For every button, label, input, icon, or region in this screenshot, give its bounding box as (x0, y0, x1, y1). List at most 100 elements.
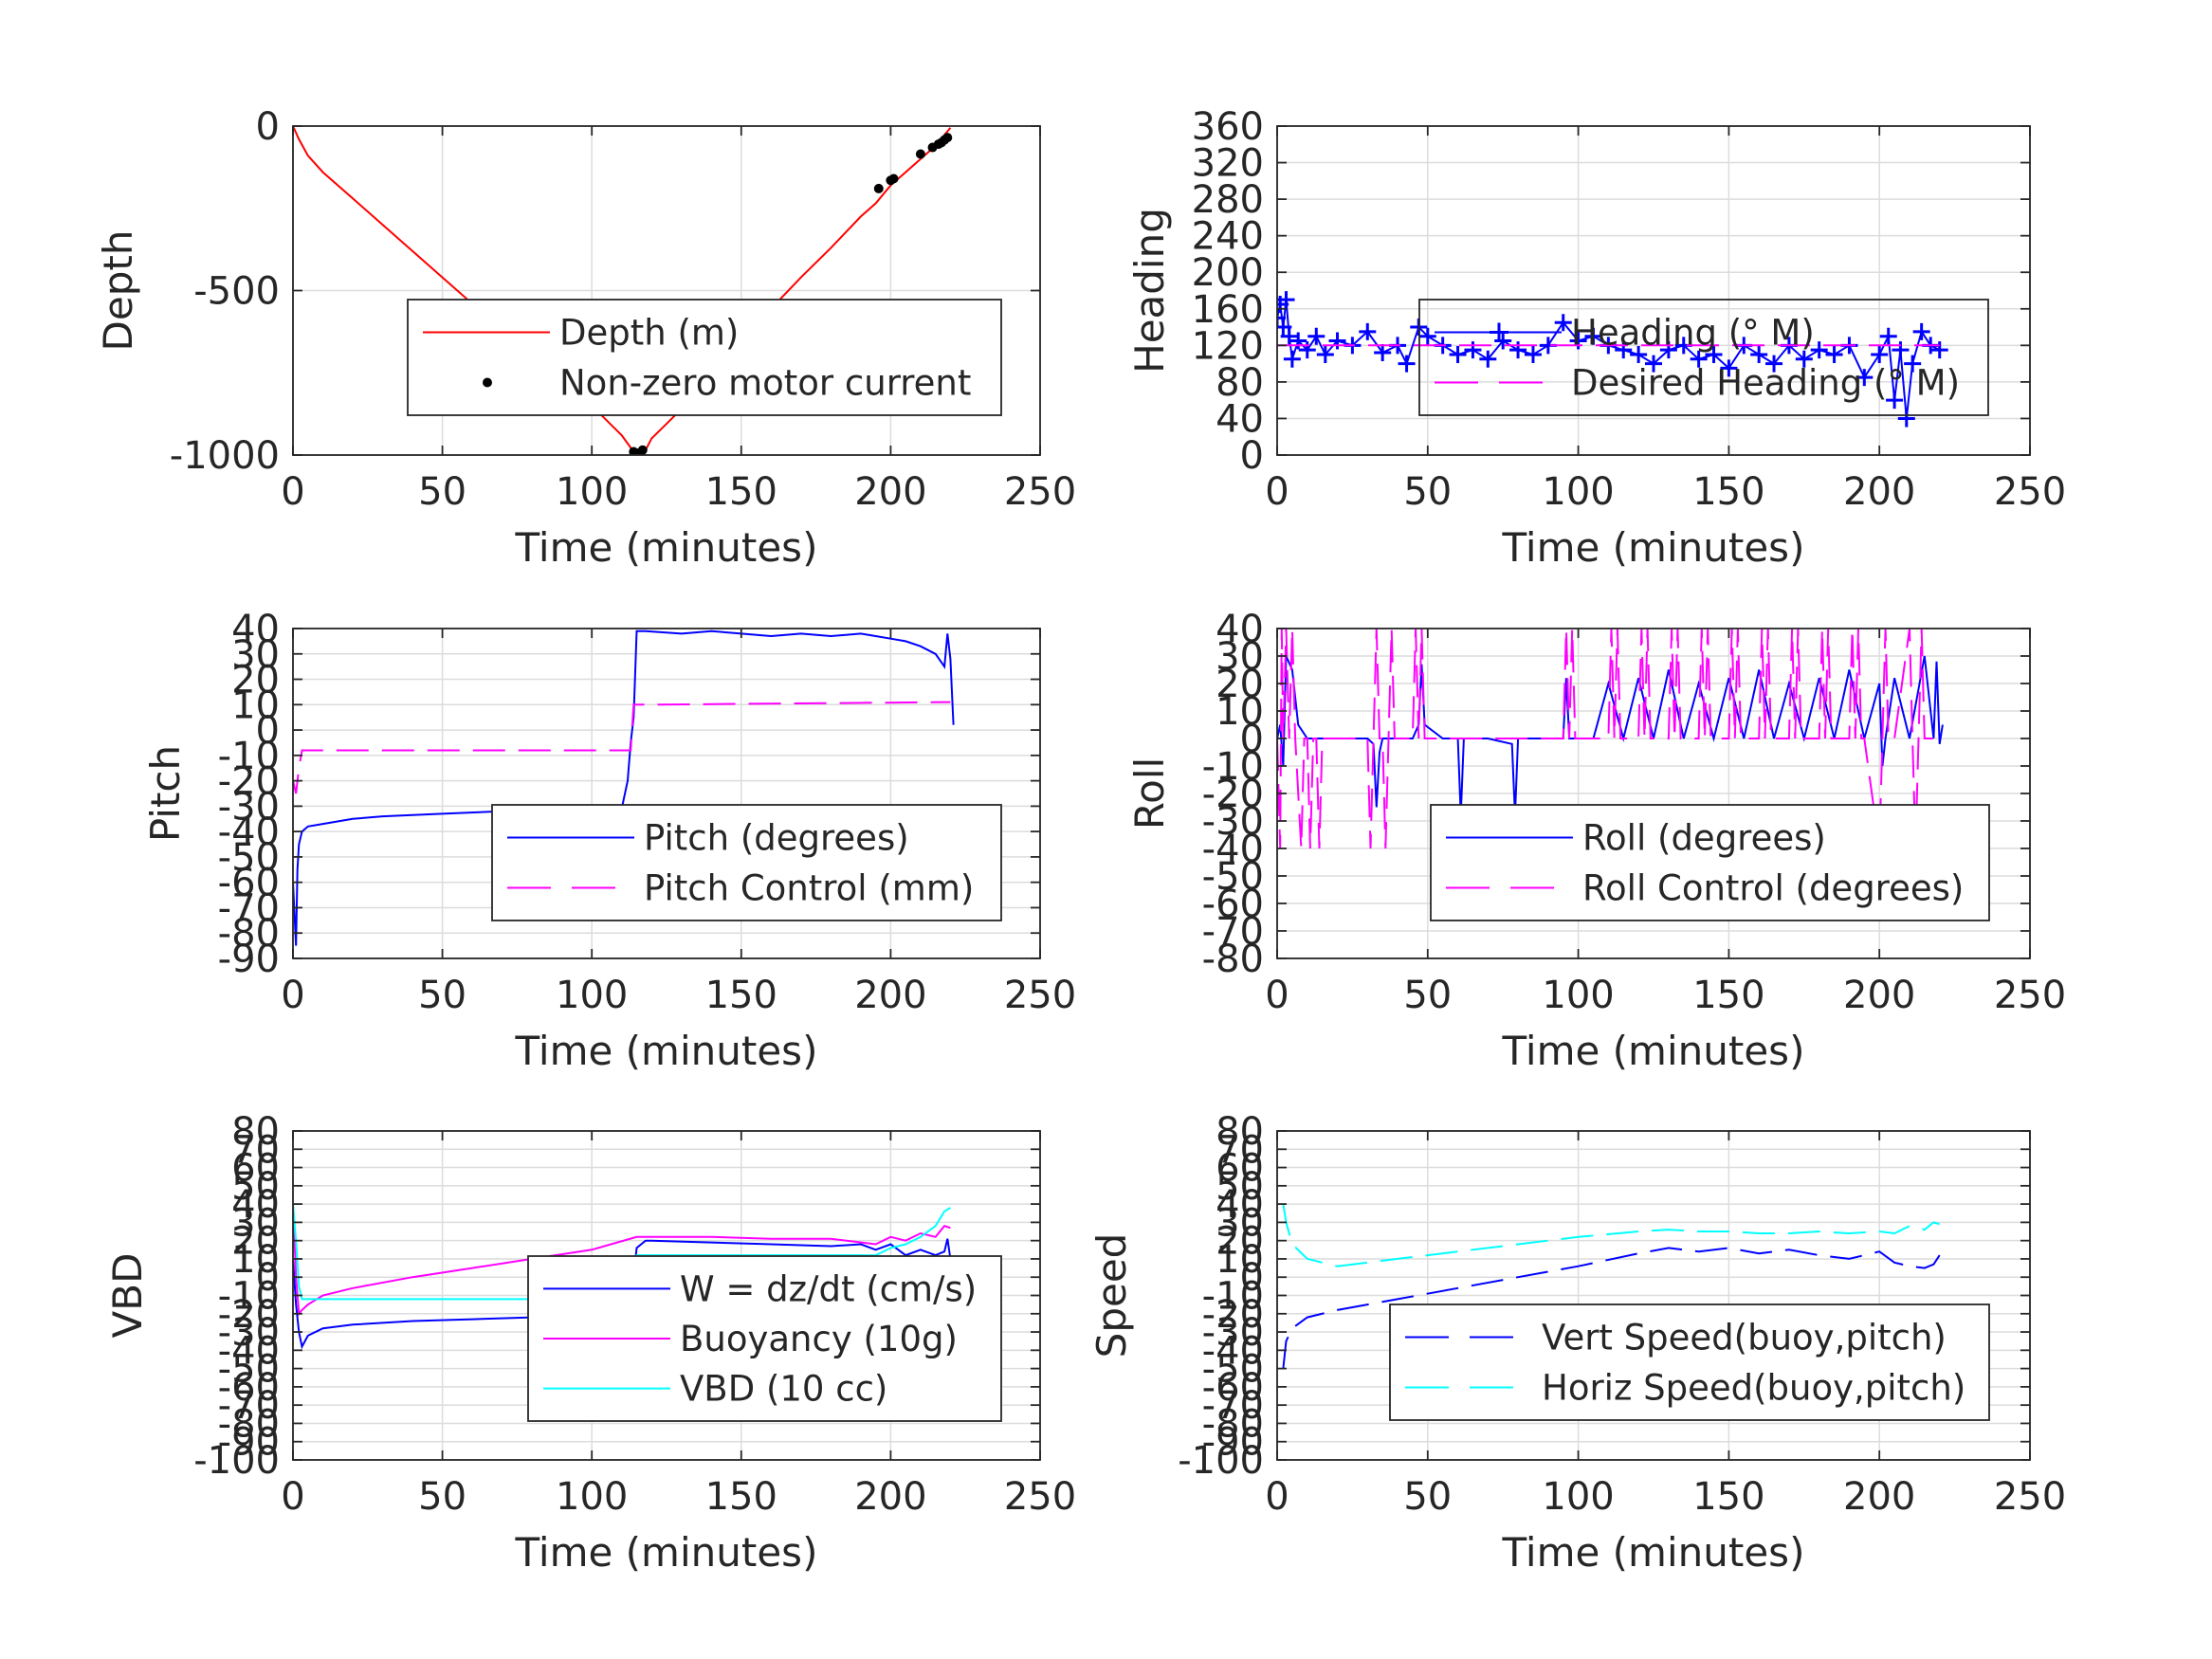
y-tick-label: 40 (231, 608, 280, 651)
axes-box (292, 628, 1041, 959)
x-tick-label: 100 (556, 1475, 628, 1519)
data-point-plus (1856, 369, 1874, 387)
x-tick-label: 250 (1004, 1475, 1076, 1519)
x-tick-label: 50 (1403, 470, 1452, 514)
data-point-plus (1464, 341, 1482, 359)
y-tick-label: 0 (1240, 718, 1264, 761)
data-point-plus (1328, 332, 1346, 350)
data-point-plus (1825, 345, 1843, 363)
data-point-plus (1750, 345, 1768, 363)
data-point-plus (1554, 314, 1572, 332)
y-tick-label: 20 (1216, 1220, 1264, 1264)
legend-marker (483, 377, 492, 388)
y-tick-label: -10 (1202, 745, 1264, 789)
x-tick-label: 50 (418, 470, 466, 514)
y-axis-label: Speed (1088, 1233, 1135, 1358)
x-tick-label: 150 (705, 1475, 777, 1519)
plot-area-pitch (293, 629, 955, 946)
legend-box (1418, 299, 1989, 416)
y-tick-label: 40 (231, 1183, 280, 1227)
legend-speed: Vert Speed(buoy,pitch) Horiz Speed(buoy,p… (1389, 1304, 1990, 1421)
y-tick-label: 10 (231, 1238, 280, 1282)
legend-label: Desired Heading (° M) (1571, 363, 1960, 404)
y-tick-label: 50 (1216, 1165, 1264, 1209)
y-tick-label: -90 (218, 938, 280, 981)
y-tick-label: -90 (1202, 1421, 1264, 1465)
legend-label: VBD (10 cc) (680, 1369, 887, 1410)
y-axis-label: Roll (1126, 757, 1173, 830)
x-tick-label: 50 (418, 974, 466, 1017)
x-tick-label: 150 (705, 470, 777, 514)
x-tick-label: 200 (1843, 1475, 1915, 1519)
y-axis-label: VBD (104, 1253, 151, 1339)
x-tick-label: 150 (1692, 1475, 1764, 1519)
series-line-0 (293, 629, 955, 946)
x-tick-label: 0 (1265, 470, 1289, 514)
y-tick-label: 0 (256, 709, 280, 753)
legend-box (407, 299, 1002, 416)
y-tick-label: 30 (1216, 635, 1264, 679)
y-tick-label: 50 (231, 1165, 280, 1209)
chart-heading: 0 50 100 150 200 2500408012016020024028032036… (1126, 105, 2066, 571)
y-tick-label: 70 (1216, 1128, 1264, 1172)
y-tick-label: -50 (218, 1348, 280, 1392)
x-tick-label: 100 (556, 974, 628, 1017)
series-line-1 (293, 1204, 951, 1317)
y-tick-label: 120 (1192, 324, 1264, 368)
x-tick-label: 250 (1004, 974, 1076, 1017)
data-point-marker (637, 445, 648, 455)
x-tick-label: 50 (1403, 1475, 1452, 1519)
y-tick-label: 40 (1216, 1183, 1264, 1227)
y-axis-label: Heading (1126, 208, 1173, 374)
y-tick-label: 160 (1192, 288, 1264, 332)
y-tick-label: 40 (1216, 608, 1264, 651)
y-tick-label: 30 (1216, 1201, 1264, 1245)
data-point-plus (1690, 350, 1708, 368)
data-point-plus (1298, 341, 1316, 359)
y-tick-label: -50 (1202, 855, 1264, 899)
y-tick-label: 320 (1192, 142, 1264, 186)
y-tick-label: -60 (218, 862, 280, 905)
x-tick-label: 150 (1692, 470, 1764, 514)
series-line-1 (1282, 1203, 1940, 1267)
y-tick-label: -70 (218, 1384, 280, 1428)
x-tick-label: 200 (1843, 470, 1915, 514)
legend-depth: Depth (m) Non-zero motor current (407, 299, 1002, 416)
legend-marker (1490, 322, 1508, 342)
y-tick-label: 20 (231, 1220, 280, 1264)
y-tick-label: 0 (1240, 434, 1264, 478)
y-tick-label: -70 (1202, 1384, 1264, 1428)
legend-label: W = dz/dt (cm/s) (680, 1268, 977, 1309)
data-point-plus (1398, 355, 1416, 373)
legend-pitch: Pitch (degrees) Pitch Control (mm) (491, 804, 1002, 921)
y-tick-label: -100 (193, 1439, 280, 1483)
y-tick-label: 360 (1192, 105, 1264, 149)
data-point-plus (1795, 350, 1813, 368)
y-tick-label: 40 (1216, 397, 1264, 441)
legend-label: Vert Speed(buoy,pitch) (1542, 1318, 1947, 1358)
y-tick-label: -60 (1202, 883, 1264, 926)
y-tick-label: 30 (231, 1201, 280, 1245)
y-tick-label: -20 (218, 760, 280, 804)
x-axis-label: Time (minutes) (1502, 1529, 1805, 1576)
y-tick-label: -60 (1202, 1366, 1264, 1410)
x-axis-label: Time (minutes) (515, 1028, 818, 1074)
legend-label: Depth (m) (559, 313, 739, 354)
data-point-plus (1904, 355, 1922, 373)
data-point-plus (1615, 341, 1633, 359)
data-point-plus (1645, 355, 1662, 373)
y-tick-label: -500 (193, 270, 280, 314)
y-tick-label: 20 (1216, 663, 1264, 706)
y-tick-label: -20 (1202, 773, 1264, 816)
y-tick-label: 60 (1216, 1147, 1264, 1191)
x-tick-label: 50 (1403, 974, 1452, 1017)
data-point-marker (888, 173, 899, 184)
data-point-plus (1871, 345, 1889, 363)
series-line-0 (1277, 299, 1941, 419)
series-line-0 (293, 1238, 955, 1350)
data-point-plus (1449, 345, 1467, 363)
x-tick-label: 100 (1542, 974, 1614, 1017)
axes-box (1276, 125, 2031, 456)
data-point-marker (915, 149, 925, 159)
x-tick-label: 100 (556, 470, 628, 514)
